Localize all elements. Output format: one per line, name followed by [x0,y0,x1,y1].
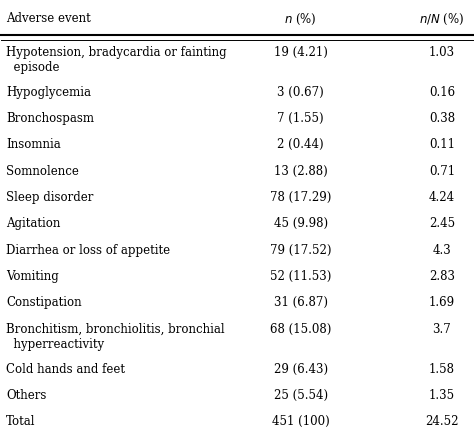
Text: 0.38: 0.38 [429,112,455,125]
Text: 3 (0.67): 3 (0.67) [277,86,324,98]
Text: 7 (1.55): 7 (1.55) [277,112,324,125]
Text: 4.24: 4.24 [429,191,455,204]
Text: 2.45: 2.45 [429,217,455,230]
Text: Constipation: Constipation [6,296,82,309]
Text: 25 (5.54): 25 (5.54) [273,389,328,402]
Text: Bronchospasm: Bronchospasm [6,112,94,125]
Text: 0.11: 0.11 [429,138,455,151]
Text: 1.69: 1.69 [429,296,455,309]
Text: Diarrhea or loss of appetite: Diarrhea or loss of appetite [6,244,170,257]
Text: 52 (11.53): 52 (11.53) [270,270,331,283]
Text: 2.83: 2.83 [429,270,455,283]
Text: 78 (17.29): 78 (17.29) [270,191,331,204]
Text: 4.3: 4.3 [433,244,451,257]
Text: 451 (100): 451 (100) [272,415,329,428]
Text: 79 (17.52): 79 (17.52) [270,244,331,257]
Text: 68 (15.08): 68 (15.08) [270,323,331,336]
Text: 1.58: 1.58 [429,362,455,375]
Text: 1.03: 1.03 [429,45,455,59]
Text: 2 (0.44): 2 (0.44) [277,138,324,151]
Text: 29 (6.43): 29 (6.43) [273,362,328,375]
Text: Total: Total [6,415,36,428]
Text: Hypoglycemia: Hypoglycemia [6,86,91,98]
Text: Sleep disorder: Sleep disorder [6,191,93,204]
Text: 0.16: 0.16 [429,86,455,98]
Text: Cold hands and feet: Cold hands and feet [6,362,125,375]
Text: 0.71: 0.71 [429,165,455,178]
Text: 24.52: 24.52 [425,415,459,428]
Text: Adverse event: Adverse event [6,12,91,25]
Text: Somnolence: Somnolence [6,165,79,178]
Text: Vomiting: Vomiting [6,270,59,283]
Text: Insomnia: Insomnia [6,138,61,151]
Text: Agitation: Agitation [6,217,61,230]
Text: Others: Others [6,389,46,402]
Text: 13 (2.88): 13 (2.88) [274,165,328,178]
Text: 31 (6.87): 31 (6.87) [273,296,328,309]
Text: Hypotension, bradycardia or fainting
  episode: Hypotension, bradycardia or fainting epi… [6,45,227,73]
Text: 19 (4.21): 19 (4.21) [273,45,328,59]
Text: 45 (9.98): 45 (9.98) [273,217,328,230]
Text: 3.7: 3.7 [433,323,451,336]
Text: $\it{n/N}$ (%): $\it{n/N}$ (%) [419,12,465,27]
Text: Bronchitism, bronchiolitis, bronchial
  hyperreactivity: Bronchitism, bronchiolitis, bronchial hy… [6,323,225,351]
Text: $\it{n}$ (%): $\it{n}$ (%) [284,12,317,27]
Text: 1.35: 1.35 [429,389,455,402]
